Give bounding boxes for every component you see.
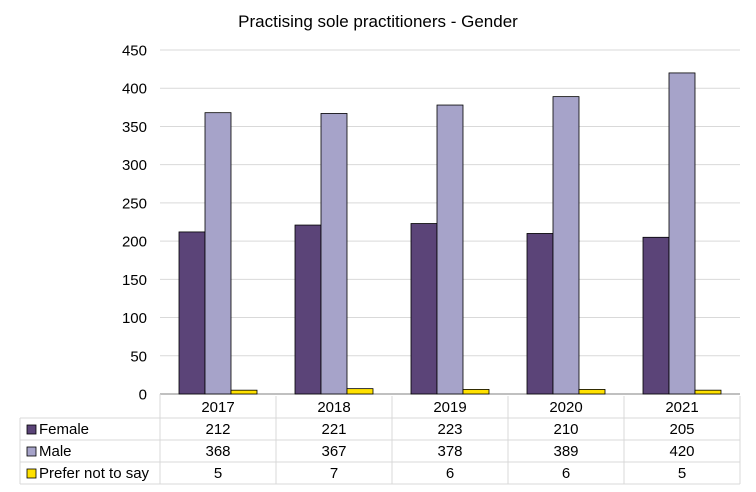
x-category-label: 2021	[665, 399, 698, 416]
legend-label: Prefer not to say	[39, 465, 150, 482]
table-value: 221	[321, 421, 346, 438]
y-tick-label: 250	[122, 195, 147, 212]
bar-female-2020	[526, 233, 554, 395]
bar-female-2021	[642, 236, 670, 395]
bar-prefer-not-to-say-2018	[346, 388, 374, 395]
bar-female-2019	[410, 223, 438, 395]
bar-male-2021	[668, 72, 696, 395]
table-value: 389	[553, 443, 578, 460]
x-category-label: 2017	[201, 399, 234, 416]
table-value: 5	[214, 465, 222, 482]
y-tick-label: 350	[122, 119, 147, 136]
y-tick-label: 50	[130, 348, 147, 365]
legend-swatch	[26, 424, 37, 435]
y-tick-label: 400	[122, 81, 147, 98]
table-value: 205	[669, 421, 694, 438]
bar-female-2018	[294, 224, 322, 395]
chart-title: Practising sole practitioners - Gender	[238, 12, 518, 31]
table-value: 378	[437, 443, 462, 460]
y-tick-label: 100	[122, 310, 147, 327]
table-value: 7	[330, 465, 338, 482]
y-tick-label: 0	[139, 387, 147, 404]
y-tick-label: 450	[122, 43, 147, 60]
y-tick-label: 150	[122, 272, 147, 289]
table-value: 6	[562, 465, 570, 482]
table-value: 210	[553, 421, 578, 438]
bar-male-2020	[552, 96, 580, 395]
data-table: 2017 2018 2019 2020 2021 Female 212 221 223 210 20…	[19, 394, 741, 485]
table-value: 420	[669, 443, 694, 460]
x-category-label: 2019	[433, 399, 466, 416]
table-value: 223	[437, 421, 462, 438]
legend-label: Female	[39, 421, 89, 438]
bar-prefer-not-to-say-2019	[462, 389, 490, 395]
y-axis: 0 50 100 150 200 250 300 350 400 450	[122, 43, 147, 404]
legend-swatch	[26, 446, 37, 457]
x-category-label: 2020	[549, 399, 582, 416]
x-category-label: 2018	[317, 399, 350, 416]
table-value: 368	[205, 443, 230, 460]
bar-male-2018	[320, 113, 348, 395]
y-tick-label: 300	[122, 157, 147, 174]
y-tick-label: 200	[122, 234, 147, 251]
legend-swatch	[26, 468, 37, 479]
bar-prefer-not-to-say-2017	[230, 389, 258, 395]
table-value: 367	[321, 443, 346, 460]
bar-female-2017	[178, 231, 206, 395]
bars	[178, 72, 722, 395]
bar-male-2019	[436, 104, 464, 395]
table-value: 6	[446, 465, 454, 482]
table-value: 5	[678, 465, 686, 482]
bar-prefer-not-to-say-2021	[694, 389, 722, 395]
legend-label: Male	[39, 443, 72, 460]
bar-male-2017	[204, 112, 232, 395]
table-value: 212	[205, 421, 230, 438]
bar-prefer-not-to-say-2020	[578, 389, 606, 395]
